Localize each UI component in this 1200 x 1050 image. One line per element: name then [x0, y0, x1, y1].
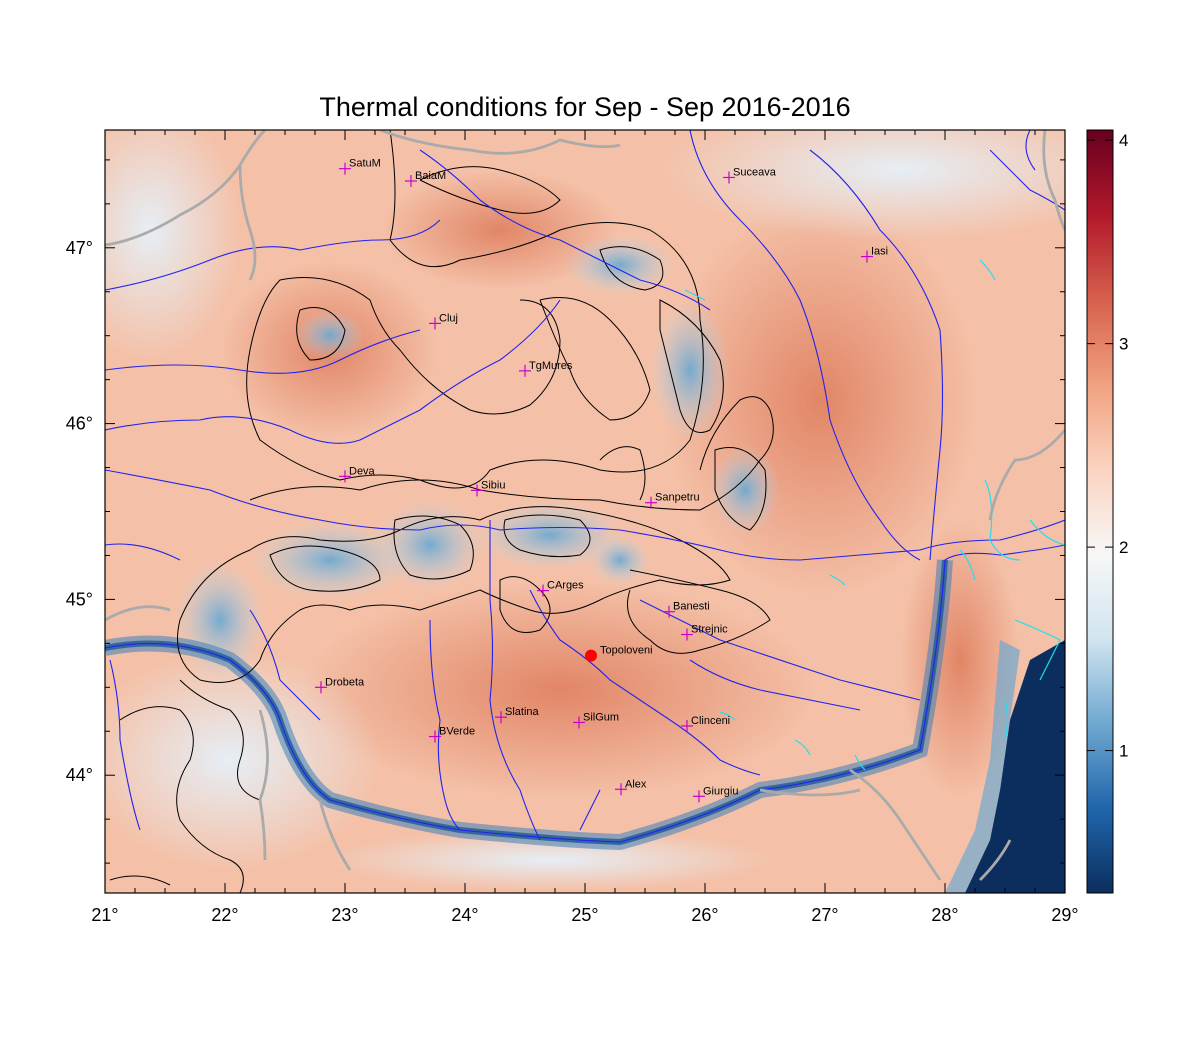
x-tick-labels: 21° 22° 23° 24° 25° 26° 27° 28° 29° [91, 905, 1078, 925]
city-label: Sanpetru [655, 492, 700, 504]
x-tick-label: 21° [91, 905, 118, 925]
y-tick-label: 45° [66, 589, 93, 609]
city-label: Alex [625, 778, 647, 790]
city-silgum: SilGum [573, 711, 619, 729]
station-label: Topoloveni [600, 645, 653, 657]
axis-ticks [104, 130, 1066, 893]
city-banesti: Banesti [663, 601, 710, 618]
city-label: Sibiu [481, 479, 505, 491]
x-tick-label: 23° [331, 905, 358, 925]
city-label: Banesti [673, 601, 710, 613]
x-tick-label: 25° [571, 905, 598, 925]
y-tick-labels: 44° 45° 46° 47° [66, 238, 93, 785]
city-label: Deva [349, 465, 376, 477]
y-tick-label: 46° [66, 414, 93, 434]
city-suceava: Suceava [723, 166, 777, 184]
map-title: Thermal conditions for Sep - Sep 2016-20… [319, 92, 851, 122]
y-tick-label: 47° [66, 238, 93, 258]
city-label: TgMures [529, 360, 573, 372]
city-iasi: Iasi [861, 246, 888, 263]
city-markers: SatuM BaiaM Suceava Iasi Cluj TgMures Deva Sibi… [315, 158, 888, 803]
country-borders [105, 130, 1065, 881]
city-label: CArges [547, 580, 584, 592]
temperature-field [105, 130, 1065, 893]
city-cluj: Cluj [429, 312, 458, 330]
city-label: Strejnic [691, 624, 728, 636]
x-tick-label: 24° [451, 905, 478, 925]
city-label: BaiaM [415, 170, 446, 182]
city-label: Iasi [871, 246, 888, 258]
colorbar-frame [1086, 129, 1114, 894]
city-label: Cluj [439, 312, 458, 324]
city-label: Suceava [733, 166, 777, 178]
city-bverde: BVerde [429, 726, 475, 743]
city-label: Clinceni [691, 715, 730, 727]
rivers [105, 130, 1065, 843]
city-label: SilGum [583, 711, 619, 723]
city-carges: CArges [537, 580, 584, 597]
station-topoloveni: Topoloveni [585, 645, 653, 662]
city-sanpetru: Sanpetru [645, 492, 700, 509]
x-tick-label: 28° [931, 905, 958, 925]
x-tick-label: 27° [811, 905, 838, 925]
x-tick-label: 29° [1051, 905, 1078, 925]
y-tick-label: 44° [66, 765, 93, 785]
city-drobeta: Drobeta [315, 676, 365, 694]
city-giurgiu: Giurgiu [693, 785, 738, 803]
city-label: Giurgiu [703, 785, 738, 797]
city-sibiu: Sibiu [471, 479, 505, 497]
city-alex: Alex [615, 778, 647, 796]
city-baiam: BaiaM [405, 170, 446, 187]
x-tick-label: 26° [691, 905, 718, 925]
city-clinceni: Clinceni [681, 715, 730, 732]
coastline [684, 259, 1065, 771]
colorbar-tick-label: 3 [1119, 335, 1128, 354]
city-slatina: Slatina [495, 706, 540, 724]
city-label: SatuM [349, 158, 381, 170]
contour-lines [109, 130, 774, 893]
colorbar-ticks: 1 2 3 4 [1087, 131, 1128, 761]
city-deva: Deva [339, 465, 376, 483]
colorbar [1087, 130, 1113, 893]
city-strejnic: Strejnic [681, 624, 728, 641]
colorbar-tick-label: 4 [1119, 131, 1128, 150]
colorbar-tick-label: 1 [1119, 742, 1128, 761]
colorbar-tick-label: 2 [1119, 538, 1128, 557]
city-label: BVerde [439, 726, 475, 738]
station-dot-icon [585, 649, 597, 662]
city-satum: SatuM [339, 158, 381, 175]
city-label: Drobeta [325, 676, 365, 688]
x-tick-label: 22° [211, 905, 238, 925]
city-label: Slatina [505, 706, 540, 718]
city-tgmures: TgMures [519, 360, 573, 377]
